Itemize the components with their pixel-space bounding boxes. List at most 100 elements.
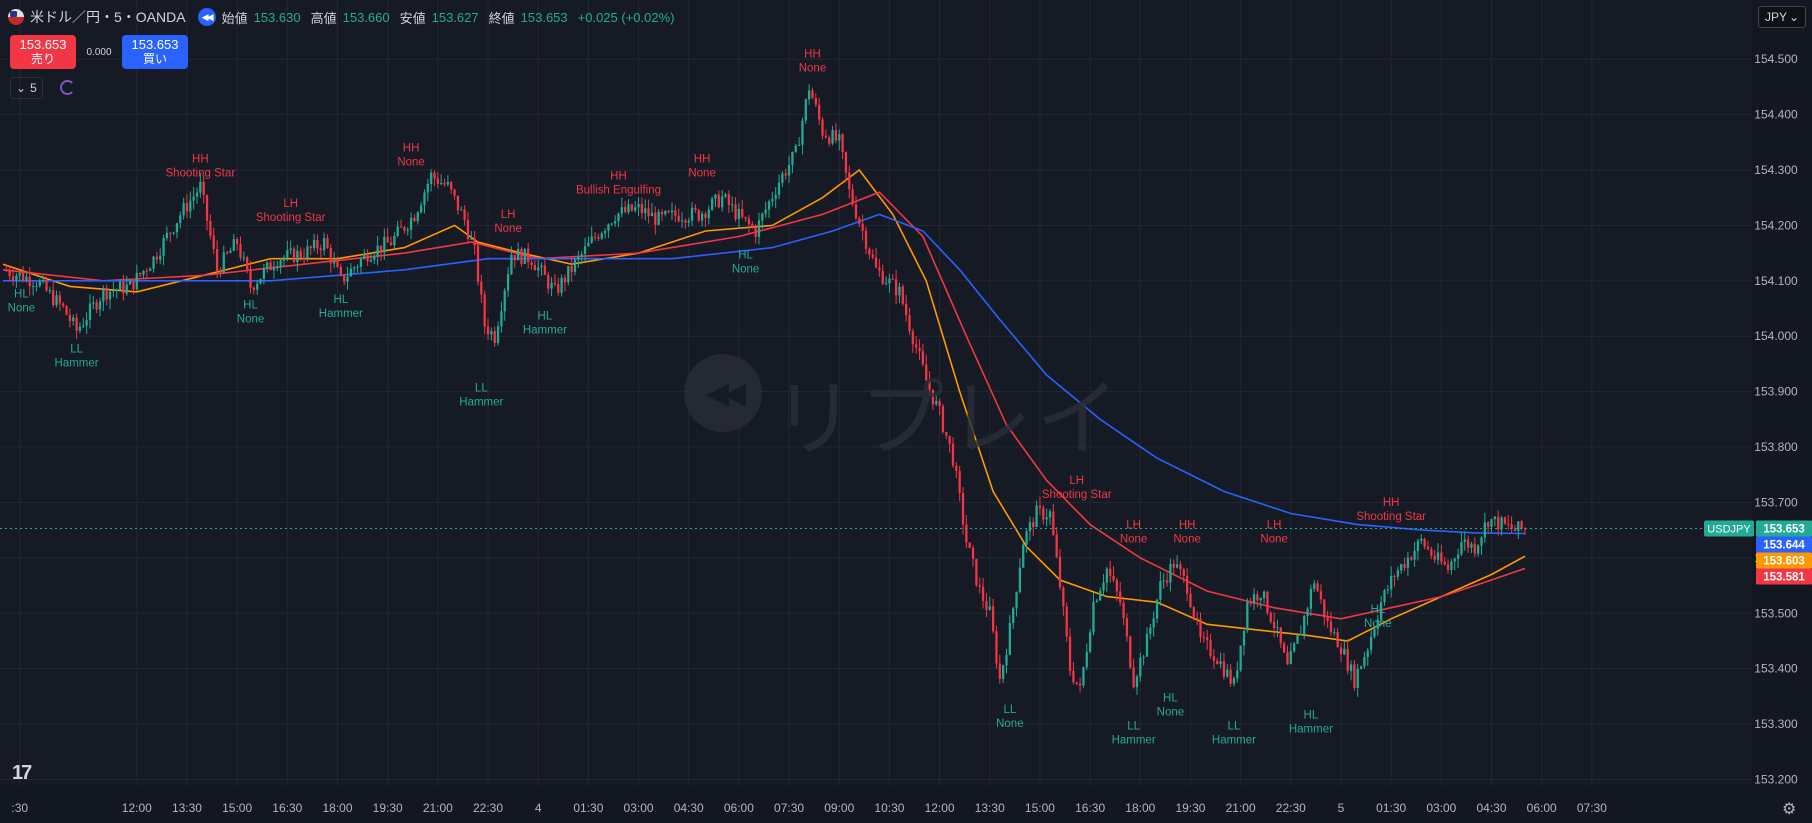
candle-body [1296,634,1299,644]
swing-label: HL [243,299,258,311]
time-axis[interactable]: :30 12:00 13:30 15:00 16:30 18:00 19:30 21:00 22… [0,785,1752,823]
sell-price: 153.653 [19,37,67,52]
candle-body [326,238,329,248]
candle-body [1510,524,1513,529]
replay-rewind-icon[interactable]: ◀◀ [197,8,216,26]
candle-body [1480,537,1483,546]
candle-body [202,181,205,196]
symbol-title[interactable]: 米ドル／円・5・OANDA [30,9,186,25]
time-tick-label: 18:00 [322,801,352,815]
spread-value: 0.000 [86,46,112,58]
candle-body [1393,576,1396,578]
gear-icon[interactable]: ⚙ [1782,801,1797,818]
swing-label: LH [1126,519,1141,531]
pattern-label: None [996,718,1024,730]
candle-body [1012,608,1015,624]
pattern-label: None [688,168,716,180]
candle-body [329,247,332,264]
candle-body [373,256,376,260]
candle-body [1159,580,1162,600]
candle-body [794,145,797,152]
candle-body [336,261,339,268]
price-tick-label: 153.300 [1754,717,1798,731]
candle-body [824,135,828,138]
candle-body [931,389,935,405]
candle-body [1396,570,1400,577]
sell-button[interactable]: 153.653 売り [10,35,76,69]
swing-label: HL [333,294,348,306]
price-axis-tags: 153.653 USDJPY 153.644 153.603 153.581 [1704,520,1812,585]
candle-body [714,194,717,199]
buy-button[interactable]: 153.653 買い [122,35,188,69]
candle-body [1440,552,1443,562]
candle-body [189,200,192,212]
time-tick-label: 18:00 [1125,801,1155,815]
pattern-label: None [1157,707,1185,719]
candle-body [1443,561,1446,565]
price-axis[interactable]: 154.500 154.400 154.300 154.200 154.100 154.0… [1752,0,1812,823]
candle-body [567,265,570,283]
candle-body [814,98,817,105]
candle-body [680,220,684,222]
candle-body [1129,636,1132,668]
indicators-toggle[interactable]: ⌄ 5 [10,77,43,99]
candle-body [888,278,891,284]
swing-label: LH [283,198,298,210]
sell-label: 売り [30,52,55,66]
currency-selector[interactable]: JPY ⌄ [1758,6,1806,28]
candle-body [266,262,269,269]
time-tick-label: 07:30 [774,801,804,815]
candle-body [543,265,547,275]
candle-body [1082,667,1085,686]
candle-body [1048,511,1052,518]
candle-body [440,182,443,185]
price-tick-label: 153.500 [1754,606,1798,620]
candle-body [85,319,88,326]
candle-body [707,209,710,218]
high-label: 高値 [310,10,337,26]
candle-body [995,631,998,664]
candle-body [991,606,995,632]
candle-body [921,351,925,365]
candle-body [1212,656,1216,661]
candle-body [1416,540,1420,551]
candle-body [577,256,580,260]
candle-body [811,90,814,99]
candle-body [219,270,222,273]
candle-body [1256,594,1259,601]
candle-body [1175,564,1179,568]
pattern-label: None [1364,618,1392,630]
candle-body [898,286,901,296]
candle-body [443,182,446,185]
candle-body [804,99,807,121]
candle-body [155,256,159,260]
swing-label: HH [403,143,420,155]
candle-body [1473,543,1476,554]
candle-body [1185,575,1189,594]
candle-body [1209,640,1212,657]
candle-body [359,258,363,267]
pattern-label: None [494,223,522,235]
candle-body [1169,563,1172,583]
candle-body [15,275,18,281]
candle-body [1343,648,1346,655]
candle-body [1349,664,1353,672]
candle-body [774,194,777,199]
candle-body [182,202,185,216]
candle-body [322,238,326,251]
chevron-down-icon: ⌄ [1788,10,1799,24]
candle-body [667,211,670,213]
candle-body [506,274,510,291]
tradingview-logo-icon[interactable]: 17 [12,762,32,784]
candle-body [75,317,78,331]
candle-body [55,295,58,306]
candle-body [42,279,45,282]
candle-body [276,266,279,269]
candle-body [1179,564,1182,570]
candle-body [450,182,453,190]
candle-body [1219,661,1222,665]
candle-body [135,272,138,290]
candle-body [1119,591,1122,603]
candle-body [1466,539,1470,548]
